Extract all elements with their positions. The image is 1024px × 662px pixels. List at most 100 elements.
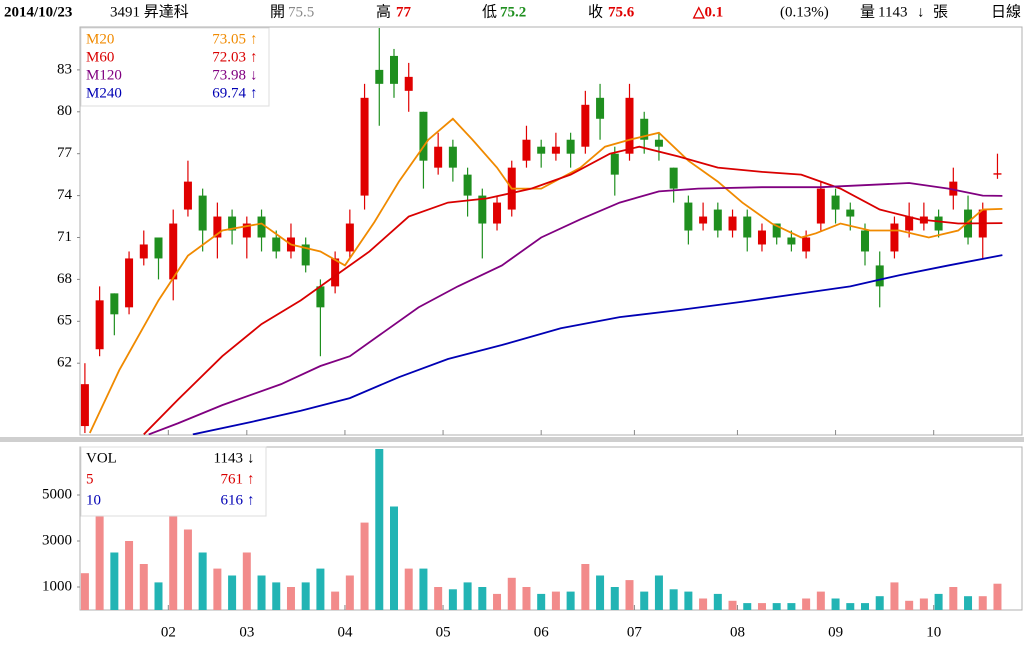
legend-name: 5 [86,471,94,487]
high-value: 77 [396,4,412,20]
volume-bar [301,582,310,610]
legend-value: 761 [221,471,244,487]
candle-body [448,146,457,168]
volume-bar [228,575,237,610]
moving-average-line [143,145,1003,435]
moving-average-line [192,254,1003,435]
candle-body [316,286,325,308]
volume-bar [169,495,178,610]
legend-trend: ↑ [250,85,258,101]
volume-bar [463,582,472,610]
legend-value: 72.03 [212,49,246,65]
candle-body [80,384,89,427]
legend-trend: ↓ [247,450,255,466]
date: 2014/10/23 [4,4,72,20]
volume-bar [713,593,722,610]
y-tick-label: 62 [57,355,72,371]
header: 2014/10/23 3491 昇達科 開 75.5 高 77 低 75.2 收… [4,3,1021,20]
volume-bar [919,598,928,610]
candle-body [375,69,384,84]
candle-body [949,181,958,196]
legend-trend: ↑ [250,31,258,47]
volume-bar [316,568,325,610]
candle-body [125,258,134,308]
plot-frame [79,26,1023,436]
volume-bar [566,591,575,610]
open-label: 開 [270,4,285,20]
candle-body [787,237,796,245]
candle-body [537,146,546,154]
volume-bar [654,575,663,610]
candle-body [802,237,811,252]
volume-arrow: ↓ [917,4,925,20]
volume-bar [581,564,590,610]
candle-body [198,195,207,231]
volume-bar [684,591,693,610]
candle-body [154,237,163,259]
volume-bar [80,573,89,610]
volume-bar [787,603,796,610]
candle-body [640,118,649,140]
x-tick-label: 05 [436,624,451,640]
volume-bar [125,541,134,610]
change-pct: (0.13%) [780,4,829,20]
candle-body [993,173,1002,175]
volume-bar [345,575,354,610]
volume-bar [448,589,457,610]
candle-body [522,139,531,161]
volume-bar [139,564,148,610]
legend-name: M120 [86,67,122,83]
candle-body [581,104,590,147]
volume-bar [242,552,251,610]
volume-bar [640,591,649,610]
high-label: 高 [376,3,391,20]
volume-bar [286,587,295,610]
candle-body [463,174,472,196]
candles [80,27,1003,435]
volume-bar [419,568,428,610]
candle-body [95,300,104,350]
plot-frame [79,446,1023,611]
volume-bar [978,596,987,610]
x-tick-label: 06 [534,624,550,640]
legend-name: 10 [86,492,101,508]
stock-name: 3491 昇達科 [110,3,189,20]
candle-body [684,202,693,231]
candle-body [875,265,884,287]
candle-body [228,216,237,231]
y-tick-label: 71 [57,229,72,245]
candle-body [331,258,340,287]
legend-name: VOL [86,450,117,466]
legend-value: 73.05 [212,31,246,47]
legend-name: M60 [86,49,114,65]
volume-bar [831,598,840,610]
y-tick-label: 3000 [42,532,72,548]
legend-value: 1143 [214,450,243,466]
y-tick-label: 5000 [42,486,72,502]
legend-value: 69.74 [212,85,246,101]
volume-bar [257,575,266,610]
volume-bar [360,522,369,610]
volume-bar [507,577,516,610]
close-value: 75.6 [608,4,635,20]
volume-bar [816,591,825,610]
low-label: 低 [482,3,497,20]
candle-body [846,209,855,217]
volume-bar [875,596,884,610]
low-value: 75.2 [500,4,526,20]
volume-bar [846,603,855,610]
candle-body [213,216,222,238]
candle-body [169,223,178,280]
candle-body [934,216,943,231]
legend-trend: ↑ [247,471,255,487]
legend-box [80,27,270,107]
volume-bar [699,598,708,610]
volume-bar [964,596,973,610]
candle-body [669,167,678,189]
change: △0.1 [692,4,723,20]
x-tick-label: 02 [161,624,176,640]
volume-bar [728,600,737,610]
volume-label: 量 [860,4,875,20]
volume-bar [610,587,619,610]
